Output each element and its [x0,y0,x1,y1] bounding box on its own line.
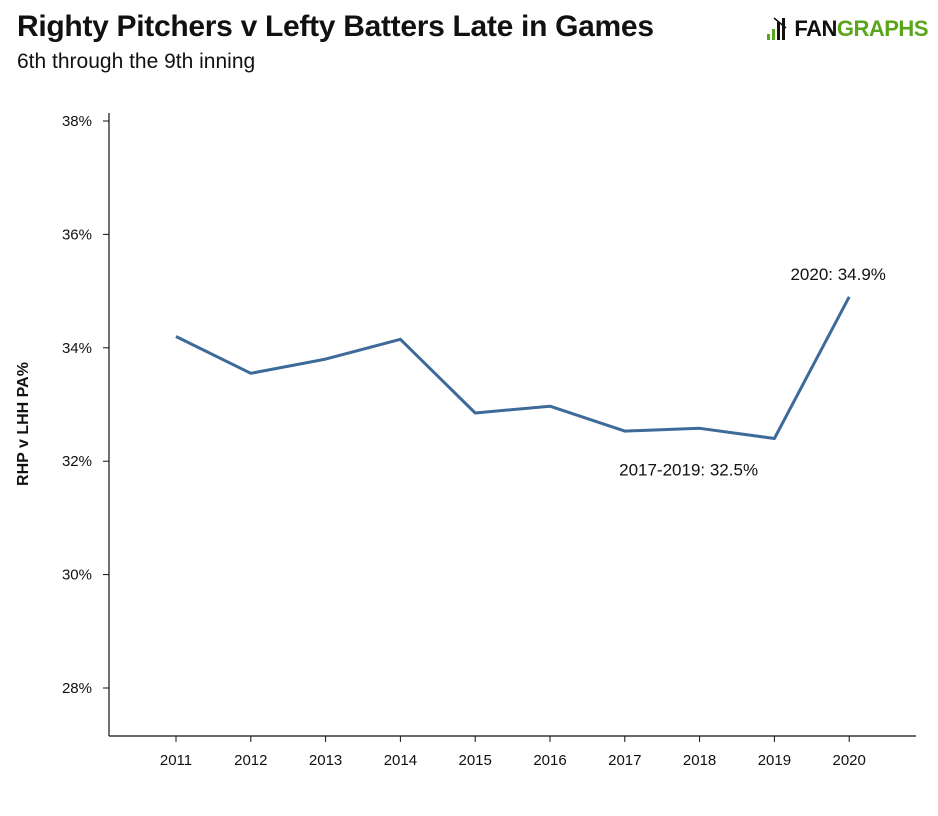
x-tick-label: 2014 [384,752,417,769]
logo-text-graphs: GRAPHS [836,16,929,41]
fangraphs-logo: FAN GRAPHS [766,16,929,42]
x-tick-label: 2011 [160,752,192,769]
y-tick-label: 30% [62,567,92,584]
chart-subtitle: 6th through the 9th inning [17,50,256,73]
x-tick-label: 2012 [234,752,267,769]
y-tick-label: 28% [62,680,92,697]
x-tick-label: 2013 [309,752,342,769]
logo-text-fan: FAN [794,16,837,41]
x-tick-label: 2019 [758,752,791,769]
y-tick-label: 34% [62,340,92,357]
y-axis-title: RHP v LHH PA% [15,362,32,486]
chart-title: Righty Pitchers v Lefty Batters Late in … [17,10,654,43]
x-tick-label: 2017 [608,752,641,769]
annotation-label: 2020: 34.9% [790,265,885,284]
batter-icon [767,17,787,40]
x-ticks: 2011 2012 2013 2014 2015 2016 2017 2018 2019 2020 [160,736,866,769]
x-tick-label: 2016 [533,752,566,769]
y-ticks: 28% 30% 32% 34% 36% 38% [62,113,109,697]
x-tick-label: 2015 [459,752,492,769]
y-tick-label: 36% [62,226,92,243]
annotation-label: 2017-2019: 32.5% [619,461,758,480]
series-line [175,296,851,440]
annotations: 2020: 34.9% 2017-2019: 32.5% [619,265,886,480]
y-tick-label: 38% [62,113,92,130]
x-tick-label: 2018 [683,752,716,769]
x-tick-label: 2020 [833,752,866,769]
y-tick-label: 32% [62,453,92,470]
